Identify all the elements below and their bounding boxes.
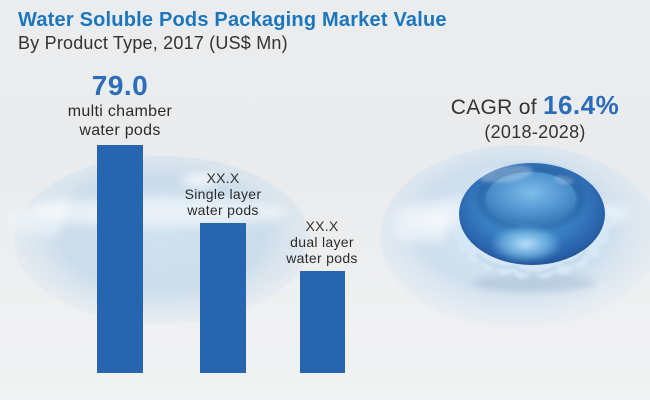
bar-value-label: XX.X	[206, 170, 240, 186]
bar	[97, 145, 143, 373]
cagr-annotation: CAGR of 16.4% (2018-2028)	[428, 90, 642, 143]
bar-category-label: multi chamber water pods	[67, 103, 173, 139]
page-subtitle: By Product Type, 2017 (US$ Mn)	[18, 33, 288, 53]
pod-film-wrinkles	[475, 249, 587, 275]
cagr-value: 16.4%	[543, 90, 620, 120]
bar-group-dual-layer: XX.X dual layer water pods	[247, 218, 397, 373]
cagr-prefix: CAGR of	[450, 96, 537, 119]
bar-category-label: Single layer water pods	[184, 186, 262, 218]
pod-specular-dot	[554, 175, 574, 185]
pod-specular-top	[479, 165, 533, 183]
page-title: Water Soluble Pods Packaging Market Valu…	[18, 9, 447, 31]
bar	[200, 223, 246, 373]
pod-dimple	[486, 172, 576, 224]
water-pod-photo-illustration	[452, 163, 612, 292]
cagr-period: (2018-2028)	[484, 122, 586, 142]
bar-group-multi-chamber: 79.0 multi chamber water pods	[45, 70, 195, 373]
pod-glow-highlight	[490, 225, 562, 263]
bar	[299, 271, 345, 373]
header: Water Soluble Pods Packaging Market Valu…	[18, 8, 447, 55]
bar-value-label: 79.0	[91, 70, 149, 101]
pod-shadow	[472, 274, 596, 292]
bar-group-single-layer: XX.X Single layer water pods	[148, 170, 298, 373]
bar-value-label: XX.X	[305, 218, 339, 234]
bar-category-label: dual layer water pods	[286, 234, 358, 266]
